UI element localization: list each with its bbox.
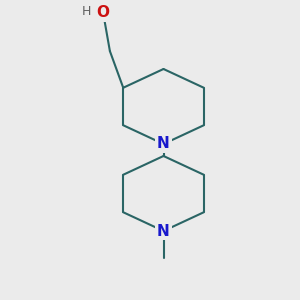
Text: O: O (97, 5, 110, 20)
Text: N: N (157, 136, 170, 152)
Text: N: N (157, 224, 170, 238)
Text: H: H (82, 5, 91, 18)
